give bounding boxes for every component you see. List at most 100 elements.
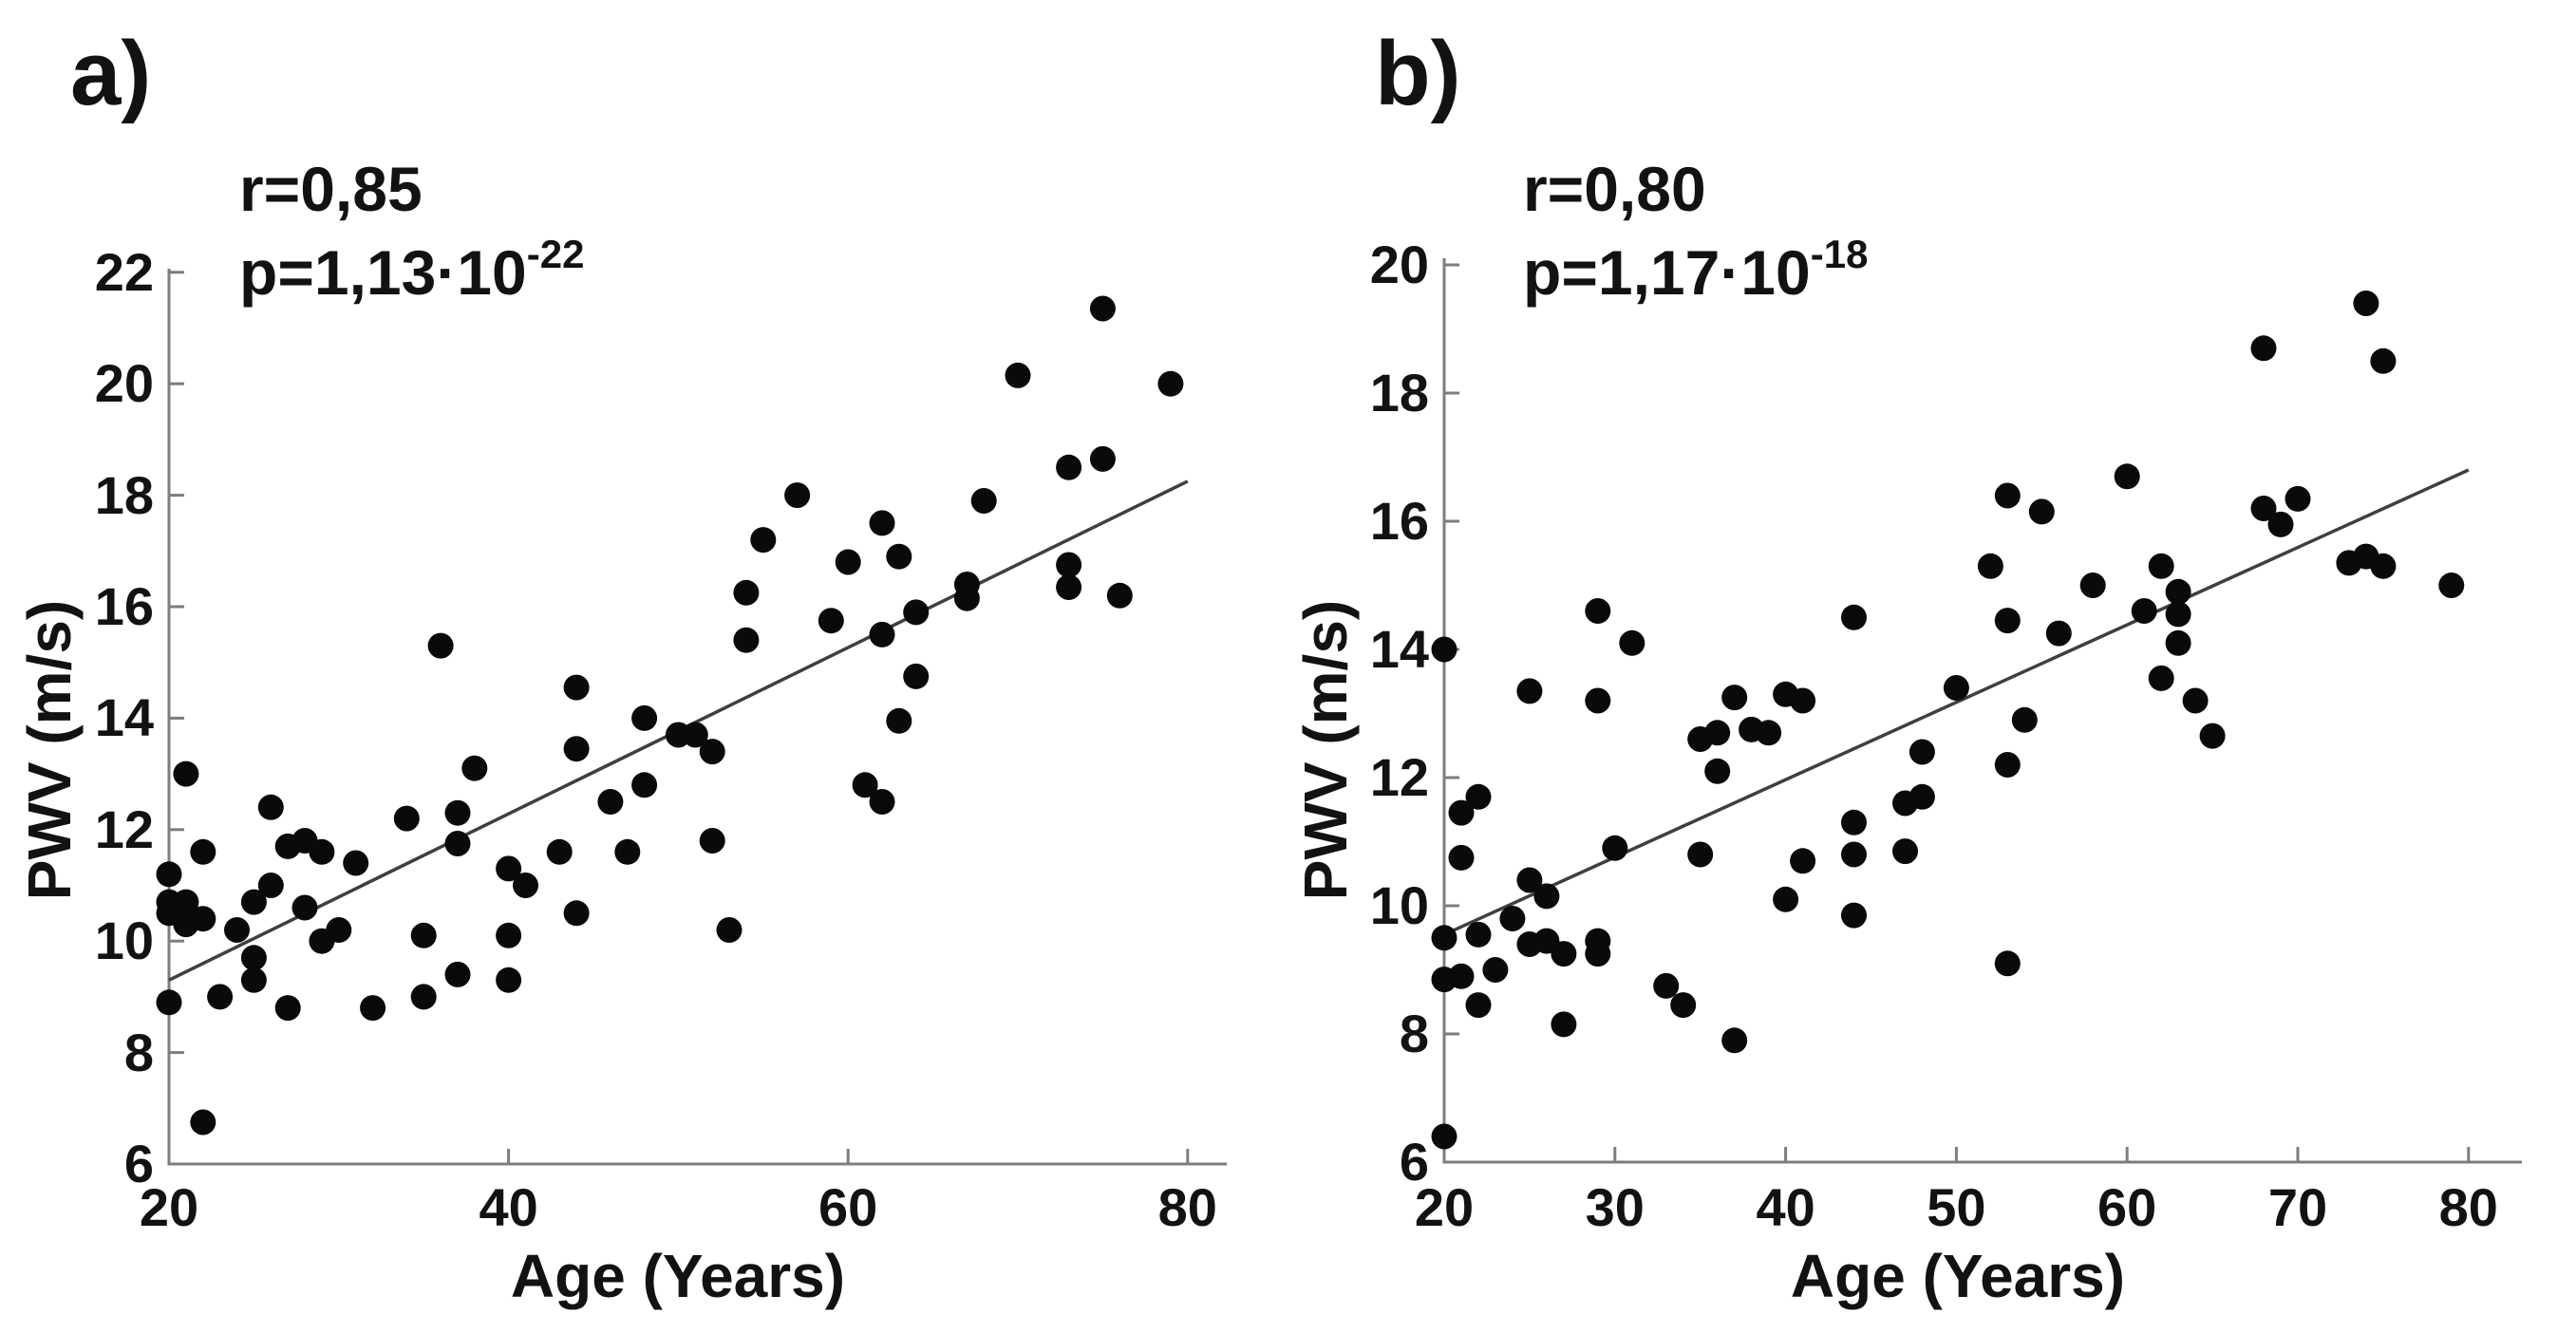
y-tick-label: 6 bbox=[1399, 1132, 1429, 1192]
data-point bbox=[631, 704, 658, 731]
data-point bbox=[970, 488, 997, 514]
data-point bbox=[699, 828, 725, 854]
data-point bbox=[1585, 598, 1611, 624]
data-point bbox=[750, 527, 777, 554]
data-point bbox=[1005, 362, 1031, 388]
axis-spines bbox=[167, 269, 1227, 1166]
data-point bbox=[631, 772, 658, 798]
x-tick-label: 80 bbox=[1157, 1177, 1217, 1237]
data-point bbox=[835, 549, 861, 575]
data-point bbox=[343, 850, 369, 876]
data-point bbox=[1431, 1123, 1457, 1150]
data-point bbox=[1056, 574, 1082, 600]
data-point bbox=[393, 805, 420, 832]
y-tick-label: 20 bbox=[1369, 235, 1429, 294]
x-tick-label: 80 bbox=[2438, 1177, 2498, 1237]
data-point bbox=[1465, 921, 1492, 948]
data-point bbox=[1841, 604, 1867, 630]
data-point bbox=[2353, 291, 2379, 316]
data-point bbox=[1619, 629, 1645, 656]
data-point bbox=[2028, 498, 2055, 525]
x-tick-label: 30 bbox=[1585, 1177, 1645, 1237]
data-point bbox=[1448, 963, 1475, 989]
x-tick-label: 60 bbox=[2097, 1177, 2157, 1237]
panel-a-r-annotation: r=0,85 bbox=[239, 154, 423, 224]
y-tick-label: 22 bbox=[94, 241, 154, 302]
panel-b-r-annotation: r=0,80 bbox=[1523, 154, 1706, 224]
data-point bbox=[2165, 601, 2191, 628]
data-point bbox=[190, 1109, 216, 1136]
data-point bbox=[886, 707, 912, 734]
data-point bbox=[733, 579, 760, 606]
data-point bbox=[1994, 482, 2021, 509]
data-point bbox=[2131, 598, 2157, 624]
data-point bbox=[410, 922, 437, 948]
data-point bbox=[291, 894, 318, 921]
data-point bbox=[190, 906, 216, 932]
data-point bbox=[156, 861, 182, 888]
panel-a-p-base: p=1,13·10 bbox=[239, 237, 527, 308]
data-point bbox=[1106, 582, 1133, 609]
data-point bbox=[2370, 553, 2397, 579]
data-point bbox=[444, 961, 471, 987]
data-point bbox=[852, 772, 878, 798]
panel-b-label: b) bbox=[1375, 23, 1461, 124]
data-point bbox=[496, 922, 522, 948]
data-point bbox=[1089, 295, 1116, 322]
data-point bbox=[869, 789, 895, 815]
data-point bbox=[1943, 675, 1969, 701]
data-point bbox=[869, 621, 895, 648]
data-point bbox=[496, 855, 522, 882]
data-point bbox=[2045, 620, 2072, 647]
data-point bbox=[240, 945, 267, 971]
data-point bbox=[1704, 720, 1731, 746]
data-point bbox=[2438, 573, 2465, 598]
data-point bbox=[1994, 608, 2021, 634]
data-point bbox=[1516, 678, 1543, 704]
panel-b-p-exponent: -18 bbox=[1810, 232, 1869, 276]
data-point bbox=[1704, 758, 1731, 784]
panel-b-p-annotation: p=1,17·10-18 bbox=[1523, 235, 1868, 305]
data-point bbox=[1756, 720, 1782, 746]
data-point bbox=[1994, 752, 2021, 778]
y-tick-label: 10 bbox=[94, 911, 154, 971]
data-point bbox=[2250, 496, 2277, 521]
data-point bbox=[1157, 370, 1184, 397]
data-point bbox=[546, 838, 573, 865]
data-point bbox=[563, 736, 590, 762]
panel-a-y-axis-title: PWV (m/s) bbox=[15, 599, 84, 901]
data-point bbox=[1721, 685, 1748, 711]
data-point bbox=[444, 799, 471, 826]
data-point bbox=[274, 995, 301, 1022]
data-point bbox=[2285, 485, 2311, 512]
y-tick-label: 20 bbox=[94, 353, 154, 414]
data-point bbox=[427, 632, 454, 659]
data-point bbox=[360, 995, 386, 1022]
panel-a-label: a) bbox=[70, 23, 152, 124]
data-point bbox=[1773, 886, 1799, 912]
data-point bbox=[2165, 578, 2191, 605]
data-point bbox=[869, 510, 895, 536]
y-tick-label: 12 bbox=[94, 798, 154, 859]
data-point bbox=[1790, 687, 1816, 714]
x-tick-label: 40 bbox=[1756, 1177, 1815, 1237]
panel-b-y-axis-title: PWV (m/s) bbox=[1291, 599, 1360, 901]
data-point bbox=[2079, 573, 2106, 598]
x-tick-label: 70 bbox=[2267, 1177, 2328, 1237]
data-point bbox=[1482, 957, 1509, 983]
data-point bbox=[1790, 848, 1816, 874]
x-tick-label: 50 bbox=[1927, 1177, 1986, 1237]
data-point bbox=[224, 917, 250, 943]
data-point bbox=[784, 482, 811, 509]
data-point bbox=[2148, 665, 2174, 691]
x-tick-label: 40 bbox=[479, 1177, 538, 1237]
panel-a-x-axis-title: Age (Years) bbox=[510, 1242, 846, 1310]
data-point bbox=[699, 739, 725, 765]
data-point bbox=[2148, 553, 2174, 579]
data-point bbox=[1499, 906, 1526, 931]
data-point bbox=[1465, 992, 1492, 1019]
y-tick-label: 18 bbox=[1369, 363, 1429, 422]
data-point bbox=[733, 627, 760, 653]
data-point bbox=[2182, 687, 2209, 714]
x-tick-label: 60 bbox=[818, 1177, 878, 1237]
